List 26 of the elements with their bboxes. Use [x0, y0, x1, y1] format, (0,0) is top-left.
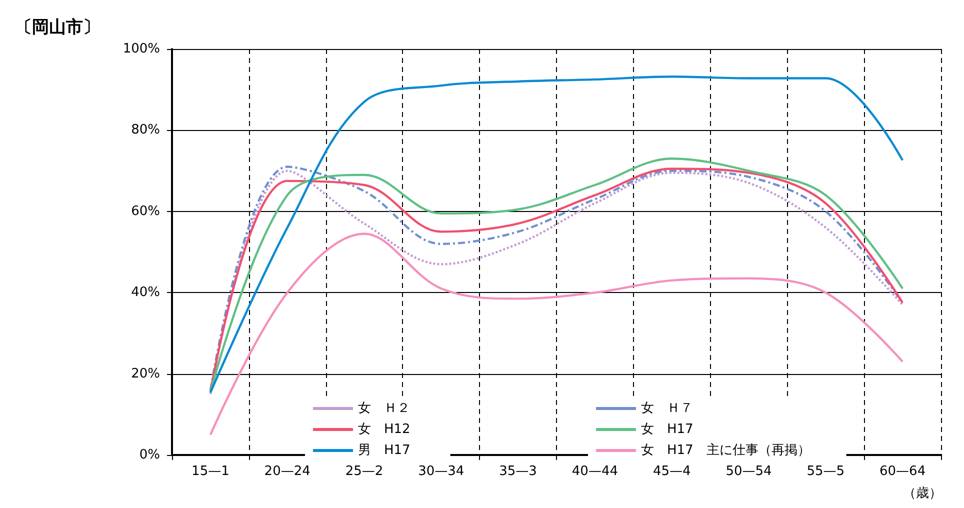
x-tick-label: 45—4 [652, 464, 691, 479]
x-tick-label: 40—44 [572, 464, 618, 479]
x-tick-label: 20—24 [264, 464, 310, 479]
x-tick-label: 35—3 [499, 464, 537, 479]
x-tick-label: 50—54 [726, 464, 772, 479]
legend-label: 女 H17 [641, 422, 694, 437]
line-series [209, 232, 904, 436]
x-tick-label: 30—34 [418, 464, 464, 479]
legend-label: 女 Ｈ７ [641, 401, 693, 416]
y-tick-label: 40% [131, 285, 160, 300]
y-tick-label: 0% [139, 448, 160, 462]
chart-title: 〔岡山市〕 [15, 18, 100, 38]
y-tick-label: 20% [131, 366, 160, 382]
y-tick-label: 60% [131, 204, 160, 219]
y-tick-label: 80% [131, 122, 160, 138]
x-tick-label: 55—5 [806, 464, 845, 479]
x-tick-label: 15—1 [192, 464, 230, 479]
line-series [209, 76, 904, 394]
legend-label: 女 H12 [358, 422, 410, 437]
x-tick-label: 60—64 [880, 464, 926, 479]
x-tick-label: 25—2 [345, 464, 384, 479]
legend-label: 男 H17 [358, 443, 410, 458]
legend-label: 女 Ｈ２ [358, 401, 410, 416]
y-tick-label: 100% [122, 42, 160, 56]
legend-label: 女 H17 主に仕事（再掲） [641, 442, 810, 458]
x-axis-title: （歳） [903, 486, 942, 501]
